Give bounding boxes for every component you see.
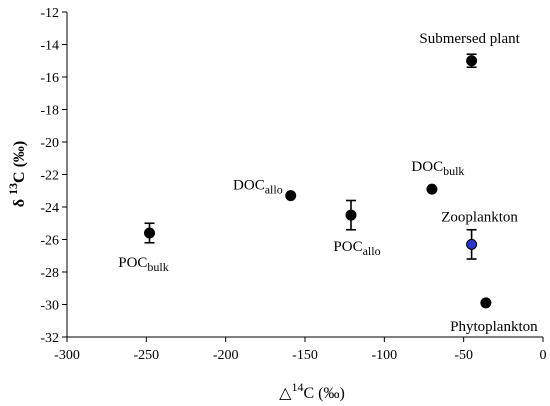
x-tick-label: -200: [213, 348, 239, 363]
point-marker: [345, 209, 357, 221]
data-point: [466, 53, 478, 69]
point-marker: [144, 227, 156, 239]
y-tick-label: -12: [40, 6, 59, 21]
data-point: [345, 199, 357, 231]
point-label-main: DOC: [233, 178, 265, 194]
point-label-main: POC: [333, 239, 362, 255]
x-tick-label: -250: [133, 348, 159, 363]
point-label: Zooplankton: [441, 209, 518, 225]
y-tick-label: -28: [40, 266, 59, 281]
point-label-sub: bulk: [443, 164, 464, 178]
data-points: [144, 53, 492, 309]
data-point: [480, 297, 492, 309]
x-tick-label: -50: [454, 348, 473, 363]
y-axis-title: δ 13C (‰): [6, 141, 28, 208]
y-tick-label: -24: [40, 201, 59, 216]
y-tick-label: -22: [40, 169, 59, 184]
point-label-main: DOC: [411, 159, 443, 175]
point-label-sub: allo: [363, 244, 381, 258]
x-tick-label: -100: [371, 348, 397, 363]
x-tick-label: -150: [292, 348, 318, 363]
point-marker: [480, 297, 492, 309]
y-tick-label: -30: [40, 299, 59, 314]
point-label: POCbulk: [118, 255, 169, 274]
point-label: POCallo: [333, 239, 380, 258]
point-label-main: Submersed plant: [419, 31, 520, 47]
point-label: Phytoplankton: [450, 319, 538, 335]
point-marker: [426, 183, 438, 195]
y-tick-label: -20: [40, 136, 59, 151]
y-tick-label: -14: [40, 39, 59, 54]
y-tick-label: -32: [40, 331, 59, 346]
x-tick-label: -300: [54, 348, 80, 363]
x-tick-label: 0: [540, 348, 547, 363]
y-tick-label: -16: [40, 71, 59, 86]
data-point: [466, 228, 478, 260]
point-label-main: POC: [118, 255, 147, 271]
data-point: [144, 222, 156, 244]
point-marker: [466, 55, 478, 67]
point-label-main: Zooplankton: [441, 209, 518, 225]
point-label-sub: bulk: [147, 260, 168, 274]
x-axis-title: △14C (‰): [279, 380, 345, 402]
point-label-sub: allo: [265, 183, 283, 197]
point-marker: [285, 190, 297, 202]
data-point: [285, 190, 297, 202]
y-tick-label: -18: [40, 104, 59, 119]
point-marker: [466, 238, 478, 250]
point-label: DOCbulk: [411, 159, 464, 178]
y-tick-label: -26: [40, 234, 59, 249]
point-label: DOCallo: [233, 178, 283, 197]
ticks: -300 -250 -200 -150 -100 -50 0 -32 -30 -28 -26 -24 -…: [40, 6, 546, 363]
point-label-main: Phytoplankton: [450, 319, 538, 335]
point-label: Submersed plant: [419, 31, 520, 47]
data-point: [426, 183, 438, 195]
